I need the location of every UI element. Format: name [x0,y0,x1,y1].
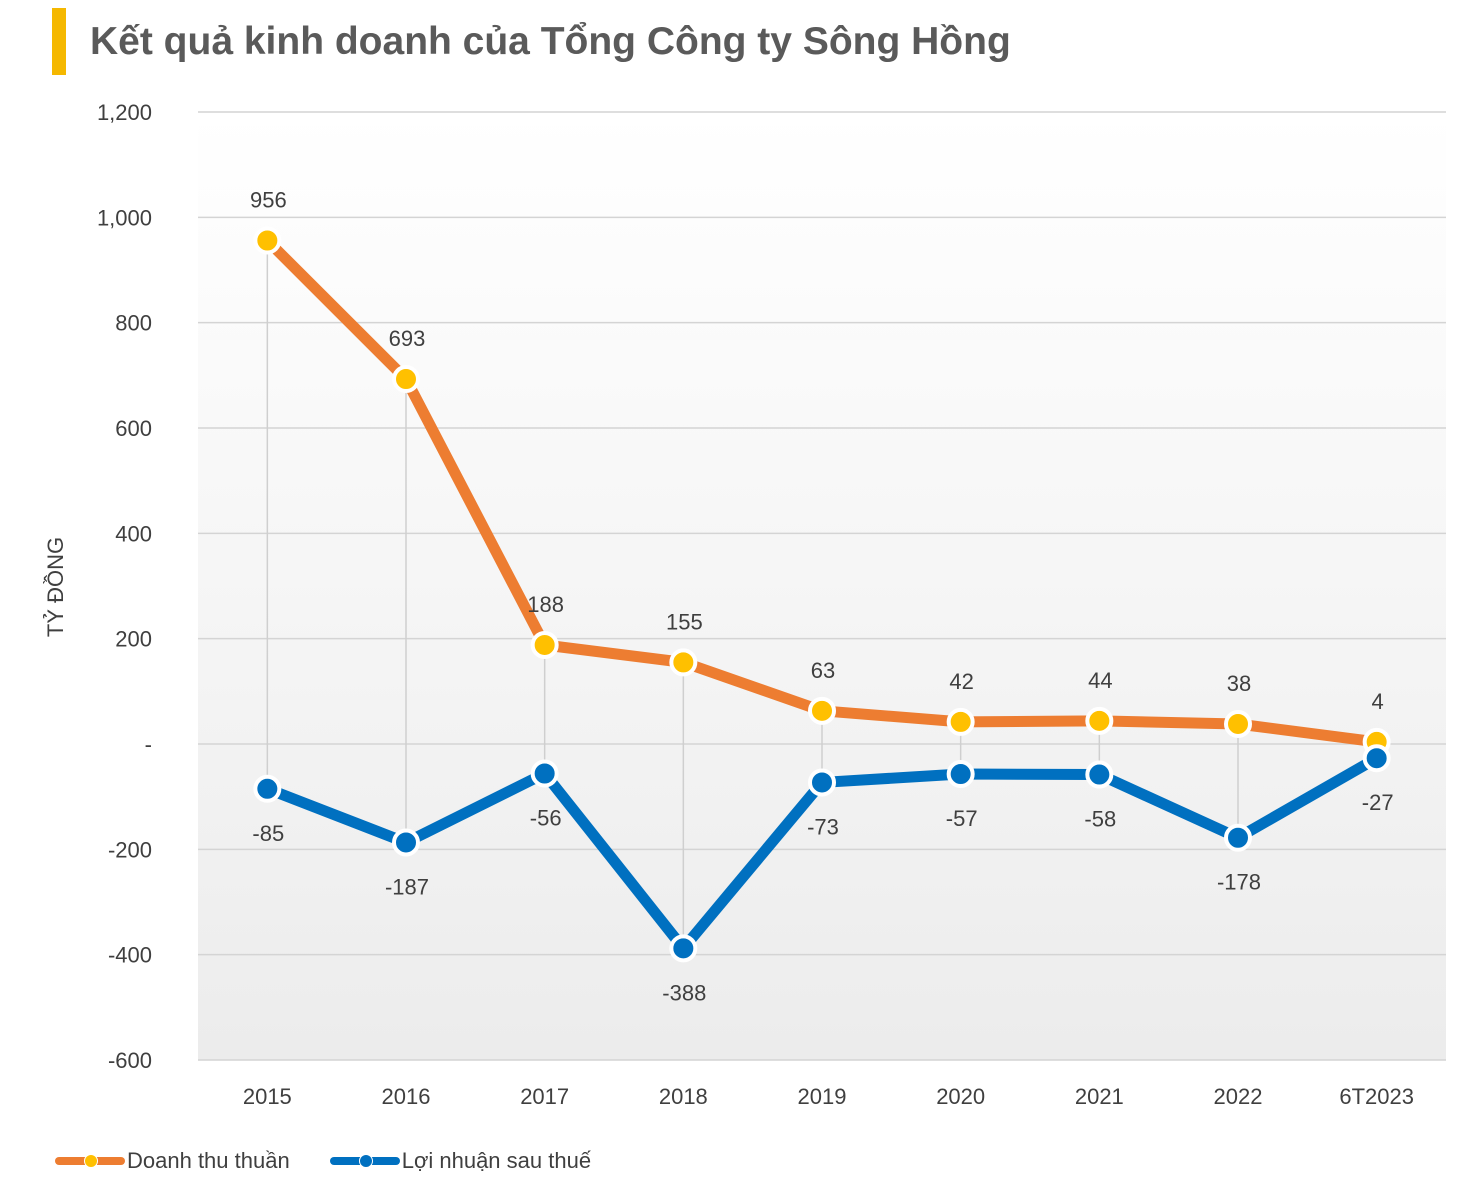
data-label-revenue: 42 [949,669,973,694]
y-tick-label: 600 [115,416,152,441]
data-point-revenue [669,648,698,677]
data-label-profit: -56 [530,805,562,830]
y-tick-label: -600 [108,1048,152,1073]
data-label-revenue: 188 [527,592,564,617]
data-point-profit [946,760,975,789]
data-label-revenue: 4 [1372,689,1384,714]
legend-swatch-revenue [55,1154,125,1168]
x-tick-label: 2020 [936,1084,985,1109]
legend-item-profit: Lợi nhuận sau thuế [329,1148,592,1174]
data-point-profit [1224,823,1252,852]
legend-item-revenue: Doanh thu thuần [55,1148,290,1174]
legend: Doanh thu thuần Lợi nhuận sau thuế [55,1144,631,1178]
data-point-revenue [1224,709,1252,738]
y-tick-label: 400 [115,521,152,546]
x-tick-label: 2019 [798,1084,847,1109]
title-accent-bar [52,8,66,75]
data-point-revenue [253,226,282,255]
y-tick-label: -200 [108,837,152,862]
data-point-profit [392,828,420,857]
x-tick-label: 2018 [659,1084,708,1109]
data-label-revenue: 38 [1227,671,1251,696]
data-label-profit: -388 [662,980,706,1005]
data-point-profit [253,774,282,803]
x-tick-label: 2015 [243,1084,292,1109]
data-point-revenue [1085,706,1114,735]
data-point-profit [1362,744,1391,773]
data-point-profit [530,759,559,788]
y-tick-label: 800 [115,311,152,336]
y-tick-label: 1,200 [97,100,152,125]
x-tick-label: 2022 [1214,1084,1263,1109]
legend-swatch-profit [329,1154,400,1168]
x-tick-label: 2017 [520,1084,569,1109]
data-point-revenue [392,365,420,394]
plot-area [198,112,1446,1060]
data-label-profit: -178 [1217,870,1261,895]
data-label-profit: -27 [1362,790,1394,815]
data-point-revenue [530,630,559,659]
chart-title: Kết quả kinh doanh của Tổng Công ty Sông… [90,20,1011,63]
data-label-revenue: 44 [1088,668,1112,693]
x-tick-label: 6T2023 [1339,1084,1414,1109]
data-label-profit: -58 [1084,807,1116,832]
data-point-profit [669,934,698,963]
data-point-profit [1085,760,1114,789]
legend-label-revenue: Doanh thu thuần [127,1148,290,1173]
data-label-revenue: 155 [666,609,703,634]
data-point-revenue [946,707,975,736]
x-tick-label: 2021 [1075,1084,1124,1109]
legend-label-profit: Lợi nhuận sau thuế [401,1148,592,1173]
data-label-profit: -85 [252,821,284,846]
data-label-revenue: 63 [811,658,835,683]
data-label-revenue: 693 [389,326,426,351]
y-tick-label: -400 [108,943,152,968]
data-label-revenue: 956 [250,188,287,213]
y-tick-label: 200 [115,627,152,652]
data-label-profit: -73 [807,814,839,839]
y-tick-label: - [145,732,152,757]
x-tick-label: 2016 [382,1084,431,1109]
y-tick-label: 1,000 [97,205,152,230]
data-label-profit: -187 [385,874,429,899]
data-point-revenue [808,696,836,725]
data-label-profit: -57 [946,806,978,831]
y-axis-title: TỶ ĐỒNG [43,537,68,637]
data-point-profit [808,768,836,797]
